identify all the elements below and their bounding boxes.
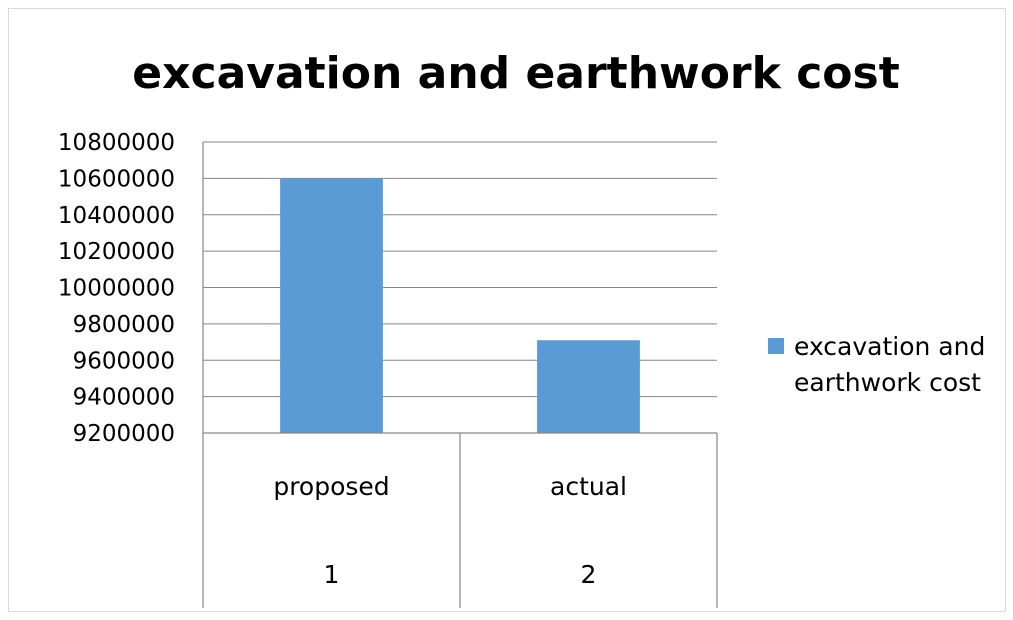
- y-tick-label: 10400000: [58, 203, 175, 229]
- y-tick-label: 9600000: [73, 348, 175, 374]
- legend-label: excavation and: [794, 332, 985, 361]
- legend: excavation and earthwork cost: [768, 332, 985, 397]
- y-tick-label: 10200000: [58, 239, 175, 265]
- category-sublabel: 2: [581, 560, 597, 589]
- chart-frame: [8, 8, 1006, 612]
- category-label: actual: [550, 472, 627, 501]
- category-sublabel: 1: [324, 560, 340, 589]
- category-labels: proposed 1 actual 2: [273, 472, 627, 589]
- y-tick-label: 10800000: [58, 130, 175, 156]
- legend-label: earthwork cost: [794, 368, 981, 397]
- y-tick-label: 9800000: [73, 312, 175, 338]
- chart-title: excavation and earthwork cost: [132, 48, 899, 99]
- y-tick-label: 9400000: [73, 385, 175, 411]
- axes: [202, 142, 718, 608]
- category-label: proposed: [273, 472, 389, 501]
- y-tick-label: 10600000: [58, 166, 175, 192]
- y-tick-label: 9200000: [73, 421, 175, 447]
- y-tick-labels: 10800000 10600000 10400000 10200000 10000000…: [58, 130, 175, 447]
- bar-proposed: [280, 178, 383, 433]
- bar-actual: [537, 340, 640, 433]
- legend-swatch: [768, 338, 784, 354]
- bars: [280, 178, 640, 433]
- y-tick-label: 10000000: [58, 276, 175, 302]
